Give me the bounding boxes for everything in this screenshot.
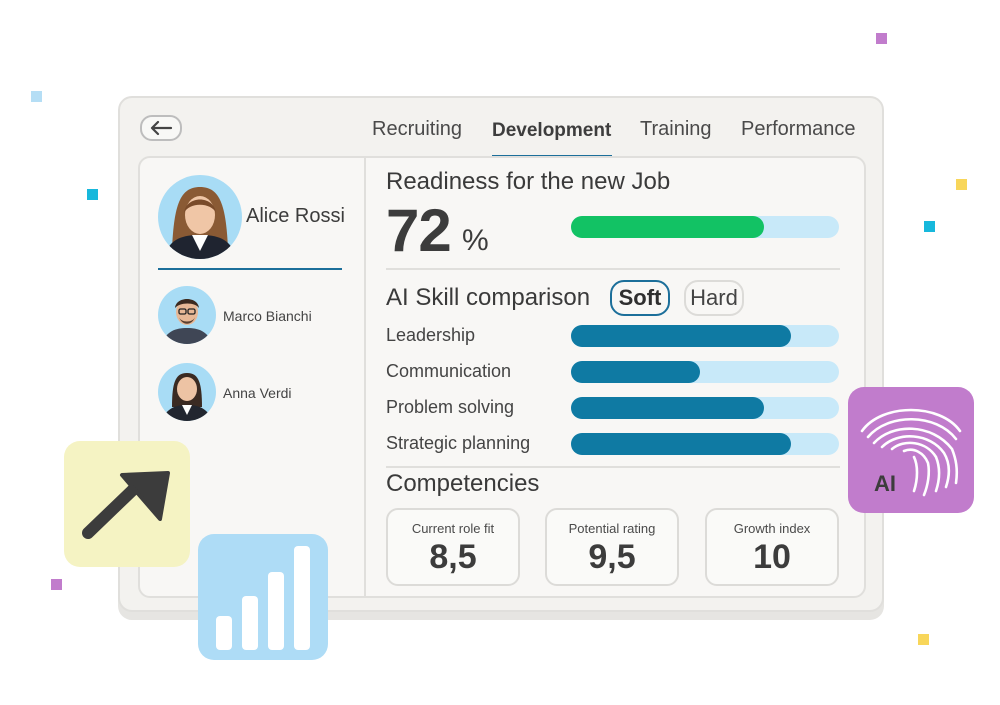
bar-chart-tile	[198, 534, 328, 660]
soft-toggle-button[interactable]: Soft	[610, 280, 670, 316]
avatar	[158, 363, 216, 421]
confetti-square	[51, 579, 62, 590]
skill-bar	[571, 325, 839, 347]
skill-label: Communication	[386, 361, 512, 381]
skill-bar-fill	[571, 325, 791, 347]
confetti-square	[918, 634, 929, 645]
skill-bar-fill	[571, 397, 764, 419]
ai-label: AI	[874, 471, 896, 496]
avatar	[158, 175, 242, 259]
tab-training[interactable]: Training	[640, 118, 712, 140]
readiness-progress-bar	[571, 216, 839, 238]
hard-toggle-button[interactable]: Hard	[684, 280, 744, 316]
card-label: Growth index	[733, 521, 811, 536]
skill-bar	[571, 397, 839, 419]
selected-person-indicator	[158, 268, 342, 270]
card-label: Current role fit	[411, 521, 495, 536]
tab-recruiting[interactable]: Recruiting	[372, 118, 463, 140]
growth-arrow-tile	[64, 441, 190, 567]
back-button[interactable]	[140, 115, 182, 141]
tab-development[interactable]: Development	[492, 120, 612, 141]
readiness-unit: %	[462, 224, 489, 257]
competency-card: Growth index 10	[705, 508, 839, 586]
skill-label: Leadership	[386, 325, 476, 345]
skills-title: AI Skill comparison	[386, 284, 591, 311]
confetti-square	[876, 33, 887, 44]
person-name: Alice Rossi	[246, 205, 345, 227]
readiness-value: 72	[386, 197, 452, 264]
readiness-title: Readiness for the new Job	[386, 168, 671, 195]
card-value: 9,5	[588, 538, 636, 576]
avatar	[158, 286, 216, 344]
competency-card: Current role fit 8,5	[386, 508, 520, 586]
skill-bar-fill	[571, 361, 700, 383]
content-area: Alice Rossi Marco Bianchi	[138, 156, 866, 598]
skill-bar	[571, 361, 839, 383]
card-value: 8,5	[429, 538, 477, 576]
section-divider	[386, 466, 840, 468]
person-name: Marco Bianchi	[223, 308, 312, 324]
arrow-up-right-icon	[82, 471, 170, 539]
readiness-progress-fill	[571, 216, 764, 238]
column-divider	[364, 158, 366, 596]
confetti-square	[31, 91, 42, 102]
competencies-title: Competencies	[386, 470, 540, 497]
fingerprint-icon	[860, 408, 962, 497]
arrow-left-icon	[150, 120, 173, 136]
competency-card: Potential rating 9,5	[545, 508, 679, 586]
app-window: Recruiting Development Training Performa…	[118, 96, 884, 612]
ai-fingerprint-tile: AI	[848, 387, 974, 513]
section-divider	[386, 268, 840, 270]
bar-chart-icon	[216, 546, 310, 650]
skill-bar-fill	[571, 433, 791, 455]
card-value: 10	[753, 538, 791, 576]
skill-label: Problem solving	[386, 397, 515, 417]
card-label: Potential rating	[568, 521, 656, 536]
confetti-square	[87, 189, 98, 200]
confetti-square	[956, 179, 967, 190]
confetti-square	[924, 221, 935, 232]
tab-performance[interactable]: Performance	[741, 118, 856, 140]
person-name: Anna Verdi	[223, 385, 292, 401]
skill-bar	[571, 433, 839, 455]
skill-label: Strategic planning	[386, 433, 531, 453]
